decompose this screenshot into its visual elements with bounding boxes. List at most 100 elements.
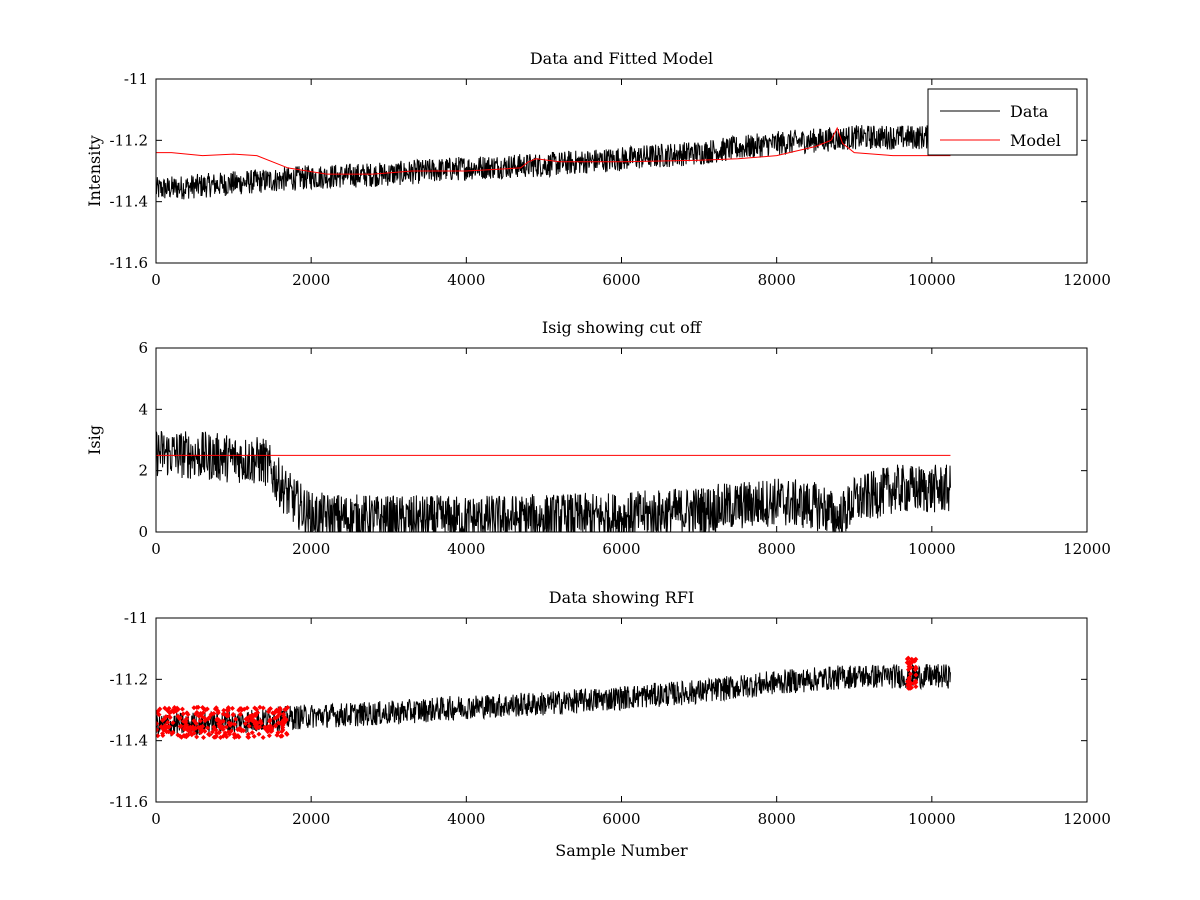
x-tick-label: 6000 (602, 810, 640, 828)
panels: 0 2000 4000 6000 8000 10000 12000-11-11.2-11.4… (85, 49, 1111, 860)
series-rfi-marker (161, 716, 167, 722)
series-rfi-marker (183, 734, 189, 740)
x-tick-label: 6000 (602, 271, 640, 289)
x-tick-label: 0 (151, 810, 161, 828)
series-rfi-marker (274, 732, 280, 738)
x-tick-label: 12000 (1063, 540, 1111, 558)
series-rfi-marker (167, 714, 173, 720)
y-tick-label: 0 (138, 523, 148, 541)
panel-3: 0 2000 4000 6000 8000 10000 12000 -11 -11.2 -11.4… (110, 588, 1111, 860)
series-rfi-marker (907, 671, 913, 677)
series-rfi-marker (283, 706, 289, 712)
x-tick-label: 8000 (758, 810, 796, 828)
series-rfi-marker (189, 732, 195, 738)
series-data-line (156, 663, 951, 737)
series-rfi-marker (222, 730, 228, 736)
series-rfi-marker (249, 730, 255, 736)
legend: Data Model (927, 88, 1078, 156)
series-rfi-marker (913, 684, 919, 690)
y-tick-label: -11.4 (110, 732, 148, 750)
y-tick-label: -11.6 (110, 793, 148, 811)
series-rfi-marker (180, 718, 186, 724)
x-axis-label: Sample Number (555, 841, 688, 860)
series-rfi-marker (170, 720, 176, 726)
series-rfi-marker (211, 711, 217, 717)
series-rfi-marker (223, 724, 229, 730)
series-rfi-marker (272, 723, 278, 729)
series-rfi-marker (207, 732, 213, 738)
series-rfi-marker (177, 724, 183, 730)
y-axis-label: Isig (85, 425, 104, 455)
series-rfi-marker (277, 707, 283, 713)
x-tick-label: 12000 (1063, 271, 1111, 289)
legend-box (927, 88, 1078, 156)
series-rfi-marker (913, 666, 919, 672)
series-rfi-marker (209, 729, 215, 735)
series-rfi-marker (281, 713, 287, 719)
y-tick-label: -11 (124, 609, 148, 627)
series-rfi-marker (221, 707, 227, 713)
series-rfi-marker (281, 717, 287, 723)
plot-area (156, 125, 951, 200)
series-rfi-marker (908, 681, 914, 687)
series-rfi-marker (156, 727, 160, 733)
series-data-line (156, 125, 951, 200)
series-rfi-marker (191, 705, 197, 711)
y-tick-label: 6 (138, 339, 148, 357)
series-rfi-marker (180, 711, 186, 717)
series-rfi-marker (201, 706, 207, 712)
x-tick-label: 2000 (292, 271, 330, 289)
series-rfi-marker (185, 711, 191, 717)
x-tick-label: 4000 (447, 810, 485, 828)
series-rfi-marker (257, 704, 263, 710)
y-tick-label: 4 (138, 400, 148, 418)
series-rfi-marker (216, 730, 222, 736)
plot-area (156, 655, 951, 740)
x-tick-label: 8000 (758, 271, 796, 289)
series-rfi-marker (214, 717, 220, 723)
x-tick-label: 12000 (1063, 810, 1111, 828)
series-rfi-marker (195, 704, 201, 710)
series-rfi-marker (239, 707, 245, 713)
series-rfi-marker (177, 716, 183, 722)
series-rfi-marker (911, 680, 917, 686)
series-rfi-marker (224, 707, 230, 713)
series-rfi-marker (244, 705, 250, 711)
series-rfi-marker (206, 716, 212, 722)
series-rfi-marker (181, 726, 187, 732)
series-rfi-marker (193, 725, 199, 731)
series-isig-line (156, 430, 951, 532)
series-rfi-marker (272, 709, 278, 715)
series-rfi-marker (237, 711, 243, 717)
y-tick-label: 2 (138, 462, 148, 480)
series-rfi-marker (158, 724, 164, 730)
series-rfi-marker (278, 733, 284, 739)
series-rfi-marker (253, 707, 259, 713)
series-rfi-marker (266, 709, 272, 715)
series-rfi-marker (228, 728, 234, 734)
series-rfi-marker (277, 711, 283, 717)
series-rfi-marker (267, 717, 273, 723)
series-rfi-marker (228, 721, 234, 727)
series-rfi-marker (193, 720, 199, 726)
series-rfi-marker (272, 715, 278, 721)
chart-title: Data showing RFI (549, 588, 694, 607)
series-rfi-marker (232, 721, 238, 727)
x-tick-label: 10000 (908, 540, 956, 558)
series-rfi-marker (260, 734, 266, 740)
chart-title: Data and Fitted Model (530, 49, 713, 68)
series-rfi-marker (231, 731, 237, 737)
series-rfi-marker (156, 709, 160, 715)
series-rfi-marker (160, 733, 166, 739)
series-rfi-marker (156, 733, 161, 739)
series-rfi-region-2 (904, 655, 919, 691)
series-rfi-marker (194, 709, 200, 715)
series-rfi-marker (279, 729, 285, 735)
series-rfi-marker (198, 710, 204, 716)
x-tick-label: 2000 (292, 540, 330, 558)
series-rfi-marker (269, 725, 275, 731)
series-rfi-marker (225, 713, 231, 719)
series-rfi-marker (220, 711, 226, 717)
series-rfi-marker (266, 733, 272, 739)
